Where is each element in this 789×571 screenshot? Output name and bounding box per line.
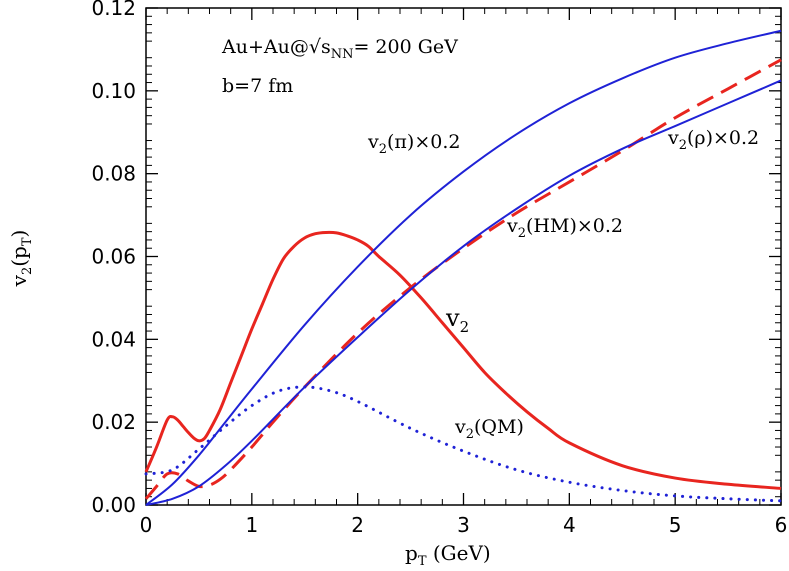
impact-parameter-annotation: b=7 fm: [222, 75, 293, 97]
x-tick-label: 2: [351, 513, 364, 537]
series-label-v2-rho: v2(ρ)×0.2: [667, 127, 759, 153]
y-tick-label: 0.06: [91, 245, 136, 269]
x-tick-label: 1: [245, 513, 258, 537]
x-tick-label: 6: [775, 513, 788, 537]
tick-marks: [145, 7, 782, 506]
y-tick-label: 0.12: [91, 0, 136, 20]
y-tick-label: 0.02: [91, 410, 136, 434]
series-line-v2-rho: [144, 58, 782, 500]
series-lines: [144, 29, 783, 506]
series-line-v2-total: [144, 230, 782, 490]
series-label-v2-total: v2: [445, 304, 469, 336]
x-tick-label: 4: [563, 513, 576, 537]
x-tick-label: 0: [140, 513, 153, 537]
x-tick-label: 5: [669, 513, 682, 537]
x-tick-label: 3: [457, 513, 470, 537]
x-axis-title: pT (GeV): [405, 541, 491, 569]
system-annotation: Au+Au@√sNN= 200 GeV: [221, 36, 458, 62]
series-label-v2-pi: v2(π)×0.2: [367, 131, 460, 157]
y-tick-label: 0.00: [91, 493, 136, 517]
tick-labels: 0 1 2 3 4 5 6 0.00 0.02 0.04 0.06 0.08 0.10 0.12: [91, 0, 787, 537]
y-axis-title: v2(pT): [7, 230, 35, 288]
y-tick-label: 0.08: [91, 162, 136, 186]
y-tick-label: 0.04: [91, 327, 136, 351]
series-label-v2-hm: v2(HM)×0.2: [506, 215, 623, 241]
series-line-v2-hm: [145, 79, 782, 506]
series-line-v2-pi: [145, 29, 782, 506]
series-line-v2-qm: [144, 385, 783, 503]
y-tick-label: 0.10: [91, 79, 136, 103]
series-label-v2-qm: v2(QM): [454, 416, 524, 442]
